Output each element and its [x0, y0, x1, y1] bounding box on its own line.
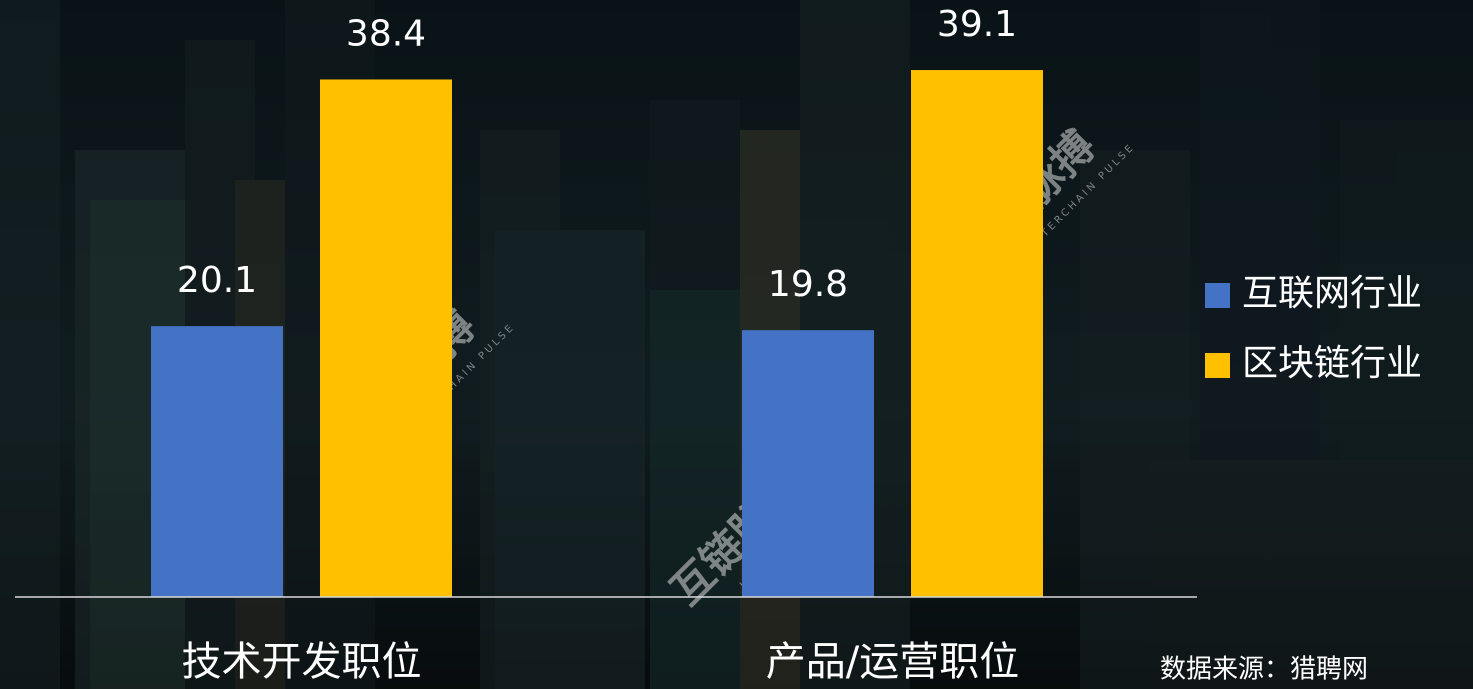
- legend-label: 区块链行业: [1242, 343, 1422, 384]
- x-tick-label: 技术开发职位: [182, 639, 422, 685]
- legend-label: 互联网行业: [1242, 273, 1422, 314]
- legend-swatch: [1205, 353, 1230, 378]
- x-tick-label: 产品/运营职位: [766, 639, 1019, 685]
- source-note: 数据来源：猎聘网: [1160, 655, 1368, 685]
- bar: [911, 70, 1043, 597]
- data-label: 20.1: [177, 260, 257, 301]
- data-label: 39.1: [937, 4, 1017, 45]
- bar: [742, 330, 874, 597]
- data-label: 19.8: [768, 264, 848, 305]
- legend-swatch: [1205, 283, 1230, 308]
- bar: [151, 326, 283, 597]
- bar: [320, 79, 452, 597]
- chart: 互链脉搏INTERCHAIN PULSE互链脉搏INTERCHAIN PULSE…: [0, 0, 1473, 689]
- page: {"chart_data": {"type": "bar", "categori…: [0, 0, 1473, 689]
- data-label: 38.4: [346, 13, 426, 54]
